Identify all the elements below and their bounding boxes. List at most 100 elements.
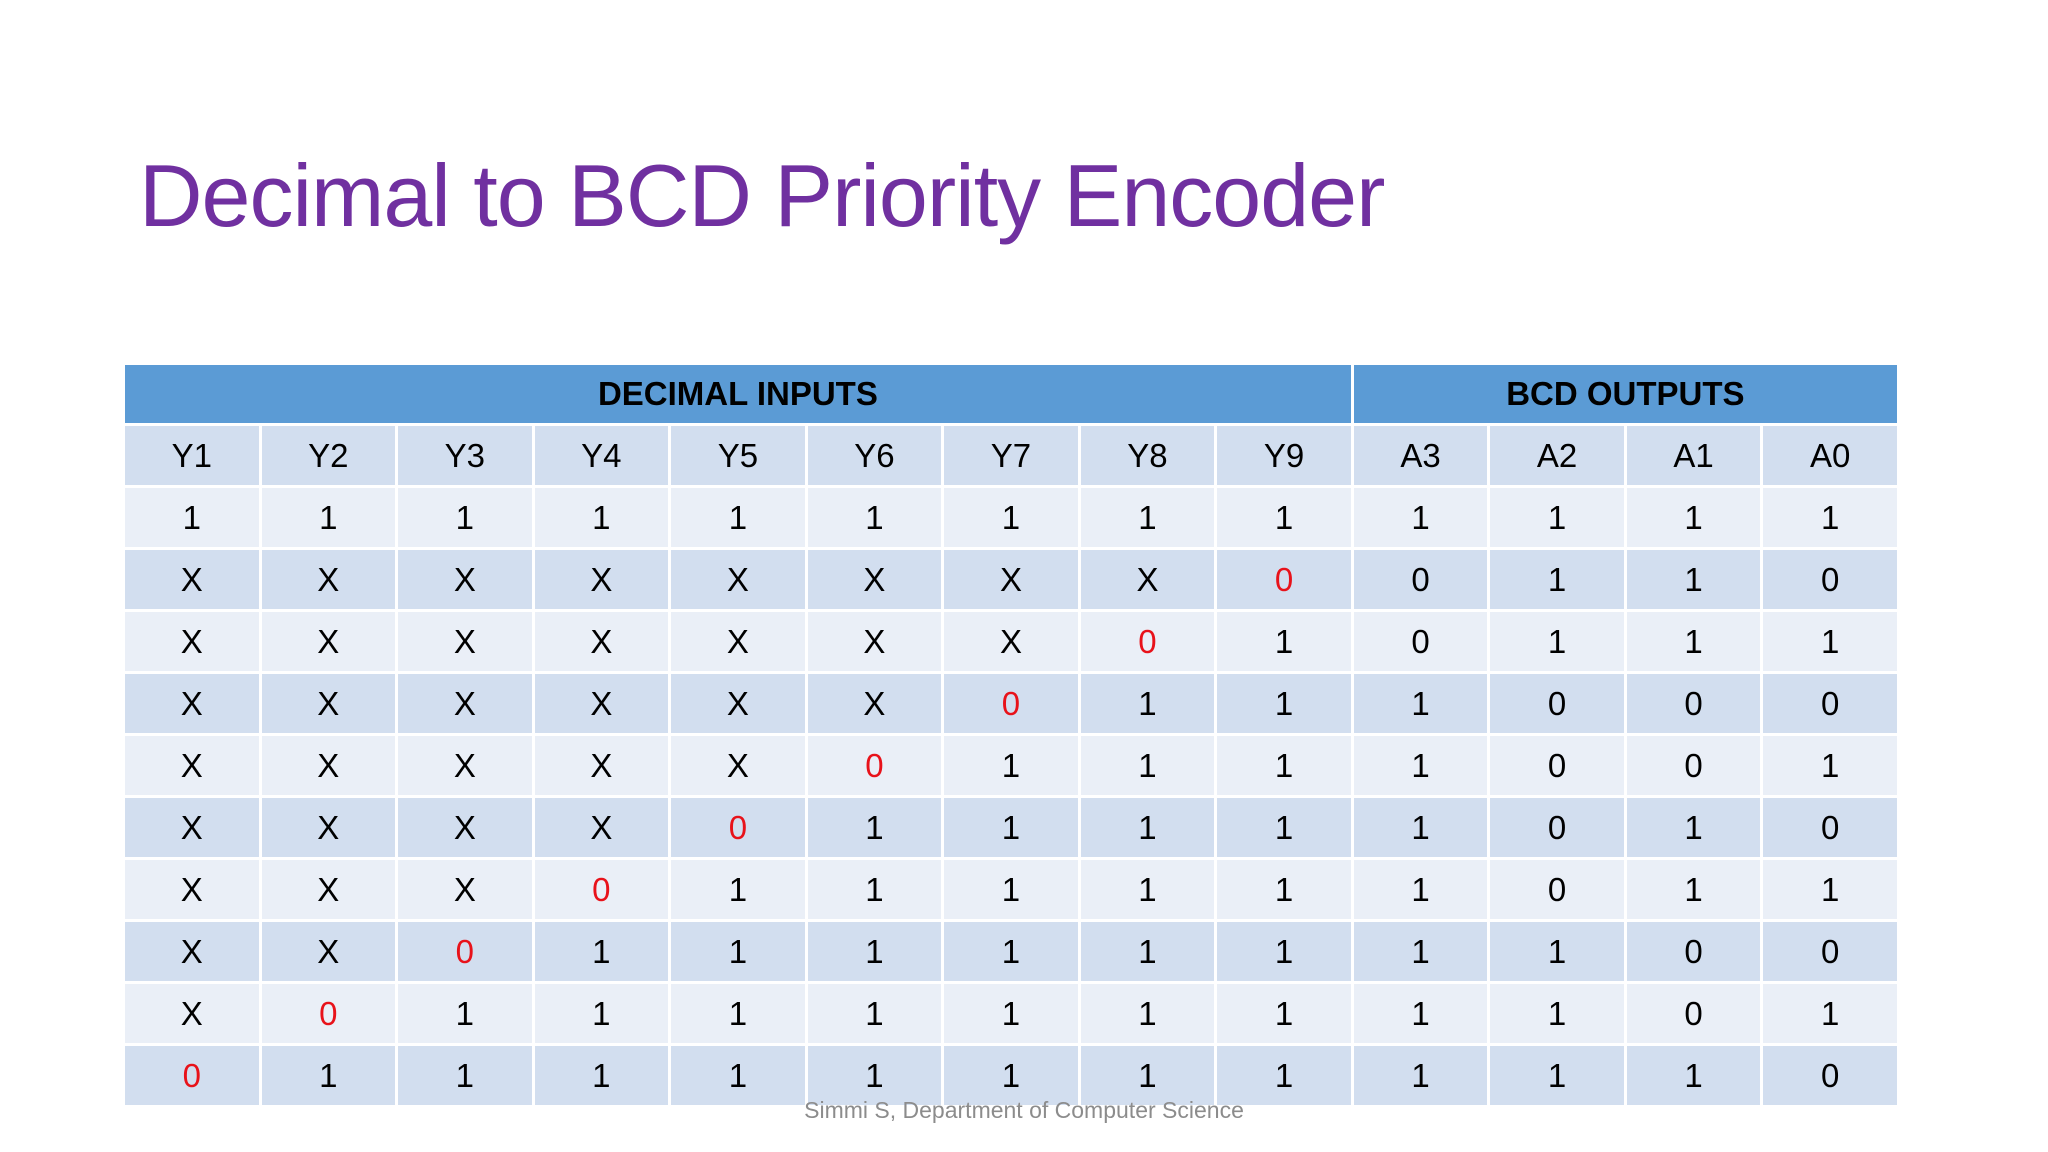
table-cell: 0 — [1487, 733, 1627, 798]
table-cell: X — [258, 795, 399, 860]
table-cell: 1 — [804, 485, 945, 550]
table-cell: 1 — [804, 795, 945, 860]
table-cell: X — [258, 857, 399, 922]
table-cell: X — [1077, 547, 1218, 612]
table-cell: 1 — [1487, 1043, 1627, 1108]
table-cell: X — [258, 671, 399, 736]
table-cell: 0 — [395, 919, 535, 984]
table-cell: 0 — [1760, 919, 1900, 984]
table-cell: 1 — [1077, 919, 1218, 984]
table-cell: X — [804, 671, 945, 736]
table-cell: X — [531, 733, 672, 798]
table-cell: X — [941, 609, 1081, 674]
column-header-y9: Y9 — [1214, 423, 1354, 488]
table-cell: 1 — [395, 1043, 535, 1108]
table-cell: 1 — [1350, 485, 1491, 550]
column-header-a0: A0 — [1760, 423, 1900, 488]
column-header-y5: Y5 — [668, 423, 808, 488]
table-cell: 1 — [1623, 857, 1764, 922]
table-cell: X — [395, 857, 535, 922]
table-cell: 1 — [531, 485, 672, 550]
table-cell: 1 — [668, 485, 808, 550]
table-cell: 1 — [1623, 547, 1764, 612]
table-cell: 1 — [1350, 795, 1491, 860]
table-cell: X — [668, 547, 808, 612]
table-cell: 1 — [122, 485, 262, 550]
table-cell: 1 — [1077, 485, 1218, 550]
table-cell: 0 — [1487, 671, 1627, 736]
table-cell: 1 — [1214, 671, 1354, 736]
table-cell: 1 — [1214, 857, 1354, 922]
table-cell: X — [395, 671, 535, 736]
table-cell: X — [531, 547, 672, 612]
table-cell: 0 — [122, 1043, 262, 1108]
table-cell: X — [531, 795, 672, 860]
table-cell: 1 — [941, 857, 1081, 922]
table-cell: X — [122, 857, 262, 922]
table-cell: 1 — [258, 1043, 399, 1108]
table-cell: 1 — [1214, 1043, 1354, 1108]
table-cell: 1 — [1623, 485, 1764, 550]
table-cell: X — [395, 733, 535, 798]
table-cell: 1 — [804, 857, 945, 922]
table-cell: 1 — [395, 485, 535, 550]
table-cell: 1 — [1077, 1043, 1218, 1108]
table-cell: 1 — [1760, 857, 1900, 922]
table-cell: 0 — [1760, 671, 1900, 736]
table-cell: X — [804, 547, 945, 612]
table-cell: 1 — [804, 919, 945, 984]
table-cell: X — [941, 547, 1081, 612]
table-cell: 1 — [258, 485, 399, 550]
column-header-a3: A3 — [1350, 423, 1491, 488]
table-cell: 0 — [1623, 981, 1764, 1046]
table-cell: 1 — [1077, 857, 1218, 922]
table-cell: 1 — [1350, 919, 1491, 984]
table-cell: 1 — [531, 981, 672, 1046]
table-cell: 1 — [1487, 919, 1627, 984]
table-cell: 0 — [258, 981, 399, 1046]
table-cell: 1 — [1214, 795, 1354, 860]
table-cell: 1 — [1350, 857, 1491, 922]
table-cell: 1 — [668, 919, 808, 984]
table-cell: X — [122, 671, 262, 736]
table-cell: 1 — [531, 1043, 672, 1108]
table-cell: X — [668, 671, 808, 736]
table-cell: 1 — [1077, 671, 1218, 736]
table-cell: 1 — [1760, 609, 1900, 674]
table-cell: 0 — [668, 795, 808, 860]
table-cell: 1 — [531, 919, 672, 984]
table-cell: X — [668, 733, 808, 798]
column-header-y4: Y4 — [531, 423, 672, 488]
table-cell: 1 — [1623, 609, 1764, 674]
table-cell: 0 — [1623, 919, 1764, 984]
table-cell: 1 — [941, 485, 1081, 550]
table-cell: 0 — [531, 857, 672, 922]
table-cell: X — [804, 609, 945, 674]
table-cell: X — [668, 609, 808, 674]
table-cell: 0 — [1623, 671, 1764, 736]
group-header-decimal-inputs: DECIMAL INPUTS — [122, 362, 1354, 426]
table-cell: 1 — [804, 981, 945, 1046]
table-cell: 0 — [1487, 795, 1627, 860]
table-cell: 1 — [1760, 485, 1900, 550]
table-cell: X — [122, 733, 262, 798]
table-cell: 1 — [395, 981, 535, 1046]
table-cell: 0 — [804, 733, 945, 798]
table-cell: 1 — [804, 1043, 945, 1108]
column-header-y3: Y3 — [395, 423, 535, 488]
table-cell: 0 — [1760, 1043, 1900, 1108]
column-header-a2: A2 — [1487, 423, 1627, 488]
table-cell: 1 — [1350, 671, 1491, 736]
table-cell: 1 — [1487, 609, 1627, 674]
table-cell: 0 — [1623, 733, 1764, 798]
table-cell: 1 — [1350, 981, 1491, 1046]
table-cell: 1 — [1350, 733, 1491, 798]
table-cell: 0 — [1760, 795, 1900, 860]
